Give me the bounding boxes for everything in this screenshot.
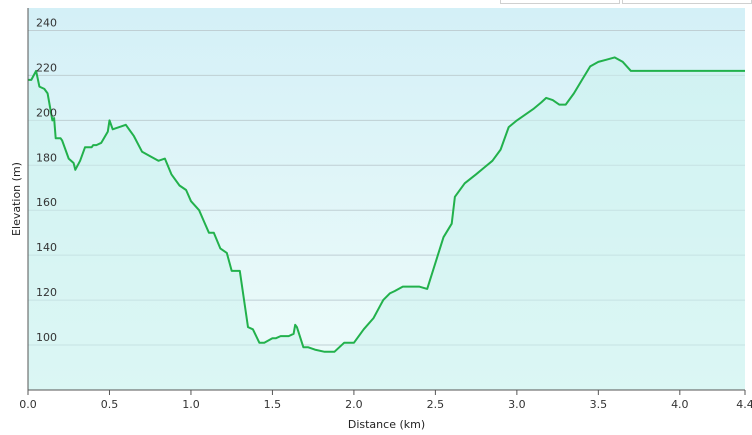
- y-tick-label: 120: [36, 286, 57, 299]
- x-tick-label: 1.0: [182, 398, 200, 411]
- x-tick-label: 0.5: [101, 398, 119, 411]
- y-tick-label: 160: [36, 196, 57, 209]
- x-tick-label: 3.0: [508, 398, 526, 411]
- y-tick-label: 220: [36, 61, 57, 74]
- y-tick-label: 140: [36, 241, 57, 254]
- y-tick-label: 180: [36, 151, 57, 164]
- x-tick-label: 3.5: [590, 398, 608, 411]
- x-tick-label: 1.5: [264, 398, 282, 411]
- elevation-line: [28, 56, 745, 353]
- y-tick-label: 100: [36, 331, 57, 344]
- y-axis-ticks: 100 120 140 160 180 200 220 240: [36, 16, 57, 344]
- x-axis-title: Distance (km): [348, 418, 425, 431]
- elevation-area-fill: [28, 57, 745, 391]
- x-tick-label: 0.0: [19, 398, 37, 411]
- x-tick-label: 4.4: [736, 398, 752, 411]
- y-tick-label: 200: [36, 106, 57, 119]
- y-tick-label: 240: [36, 16, 57, 29]
- x-tick-label: 4.0: [671, 398, 689, 411]
- x-tick-label: 2.5: [427, 398, 445, 411]
- x-tick-label: 2.0: [345, 398, 363, 411]
- axes: [27, 8, 745, 391]
- y-axis-title: Elevation (m): [10, 162, 23, 236]
- x-axis-ticks: 0.0 0.5 1.0 1.5 2.0 2.5 3.0 3.5 4.0 4.4: [19, 390, 752, 411]
- header-control-left: [500, 0, 620, 4]
